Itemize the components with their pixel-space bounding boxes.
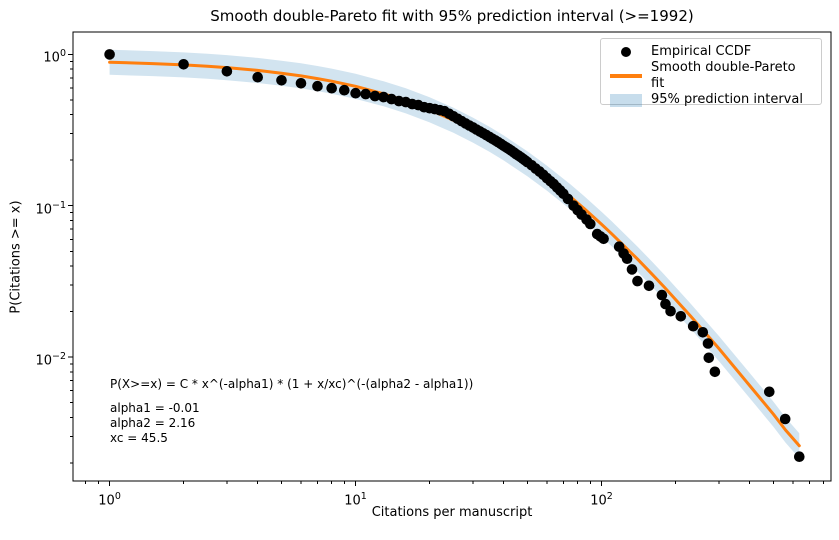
x-tick-label: 102 <box>590 491 613 509</box>
data-point <box>794 451 805 463</box>
data-point <box>697 327 709 338</box>
fit-parameters-annotation: alpha1 = -0.01 alpha2 = 2.16 xc = 45.5 <box>110 401 200 446</box>
data-point <box>312 80 323 92</box>
legend-entry-empirical: Empirical CCDF <box>610 44 812 60</box>
data-point <box>585 218 596 230</box>
data-point <box>252 71 263 83</box>
param-xc: xc = 45.5 <box>110 431 168 445</box>
chart-title: Smooth double-Pareto fit with 95% predic… <box>210 7 694 25</box>
data-point <box>764 386 775 398</box>
fit-formula-annotation: P(X>=x) = C * x^(-alpha1) * (1 + x/xc)^(… <box>110 377 474 391</box>
y-tick-label: 10−1 <box>35 199 66 218</box>
data-point <box>295 78 307 89</box>
x-tick-label: 101 <box>344 491 367 509</box>
data-point <box>178 59 189 70</box>
data-point <box>326 82 338 94</box>
data-point <box>104 49 115 60</box>
param-alpha1: alpha1 = -0.01 <box>110 401 200 415</box>
data-point <box>709 366 721 378</box>
data-point <box>221 66 233 77</box>
x-axis-label: Citations per manuscript <box>371 505 533 520</box>
empirical-points <box>104 49 805 463</box>
data-point <box>339 84 350 96</box>
data-point <box>703 352 715 364</box>
legend-label-interval: 95% prediction interval <box>651 92 803 107</box>
legend: Empirical CCDF Smooth double-Pareto fit … <box>600 38 822 108</box>
x-tick-label: 100 <box>98 491 121 509</box>
axes-frame <box>72 31 832 482</box>
data-point <box>687 320 699 332</box>
legend-label-fit: Smooth double-Pareto fit <box>651 60 796 91</box>
data-point <box>656 289 668 301</box>
prediction-band <box>109 49 800 459</box>
data-point <box>360 88 372 100</box>
data-point <box>643 280 655 292</box>
data-point <box>702 338 714 349</box>
y-tick-label: 100 <box>43 48 66 66</box>
legend-entry-interval: 95% prediction interval <box>610 92 812 108</box>
legend-entry-fit: Smooth double-Pareto fit <box>610 60 812 92</box>
y-axis-label: P(Citations >= x) <box>8 200 24 314</box>
legend-line-marker-icon <box>610 74 642 78</box>
data-point <box>779 413 791 425</box>
y-tick-label: 10−2 <box>35 351 66 369</box>
data-point <box>598 233 609 245</box>
legend-label-empirical: Empirical CCDF <box>651 44 752 59</box>
data-point <box>632 275 643 287</box>
data-point <box>350 87 361 99</box>
data-point <box>626 264 638 275</box>
data-point <box>369 90 381 102</box>
data-point <box>675 311 687 322</box>
legend-dot-marker-icon <box>610 47 642 57</box>
param-alpha2: alpha2 = 2.16 <box>110 416 196 430</box>
legend-patch-marker-icon <box>610 93 642 107</box>
data-point <box>665 305 676 317</box>
data-point <box>621 253 633 264</box>
data-point <box>276 75 287 86</box>
